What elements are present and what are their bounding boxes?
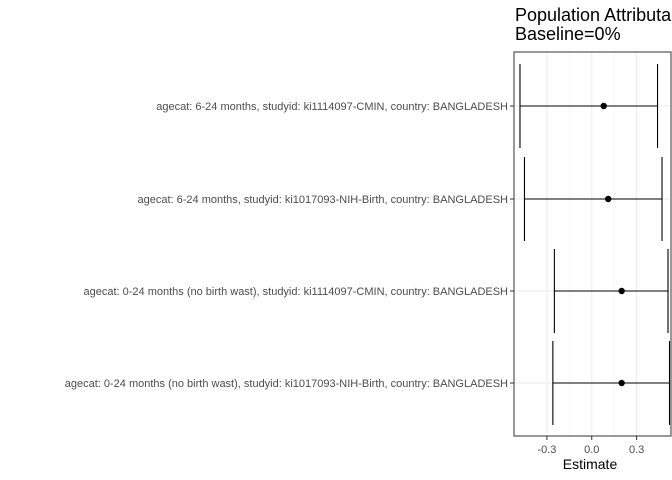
- x-tick-label: 0.3: [629, 444, 644, 456]
- x-tick-label: -0.3: [537, 444, 556, 456]
- estimate-marks: [519, 64, 671, 425]
- row-labels: agecat: 6-24 months, studyid: ki1114097-…: [65, 101, 514, 390]
- x-axis-ticks: -0.3 0.0 0.3: [537, 436, 644, 456]
- estimate-point: [618, 287, 625, 295]
- y-tick-label: agecat: 6-24 months, studyid: ki1017093-…: [137, 194, 508, 206]
- estimate-point: [618, 379, 625, 387]
- y-tick-label: agecat: 0-24 months (no birth wast), stu…: [84, 286, 509, 298]
- chart-title-line-1: Population Attributable Fraction: [515, 5, 672, 25]
- chart-title-line-2: Baseline=0%: [515, 24, 621, 44]
- grid-lines: [514, 52, 671, 436]
- estimate-point: [600, 102, 607, 110]
- y-tick-label: agecat: 0-24 months (no birth wast), stu…: [65, 378, 508, 390]
- x-axis-title: Estimate: [563, 456, 618, 472]
- estimate-point: [605, 195, 612, 203]
- y-tick-label: agecat: 6-24 months, studyid: ki1114097-…: [156, 101, 508, 113]
- x-tick-label: 0.0: [584, 444, 599, 456]
- plot-panel: [513, 51, 672, 437]
